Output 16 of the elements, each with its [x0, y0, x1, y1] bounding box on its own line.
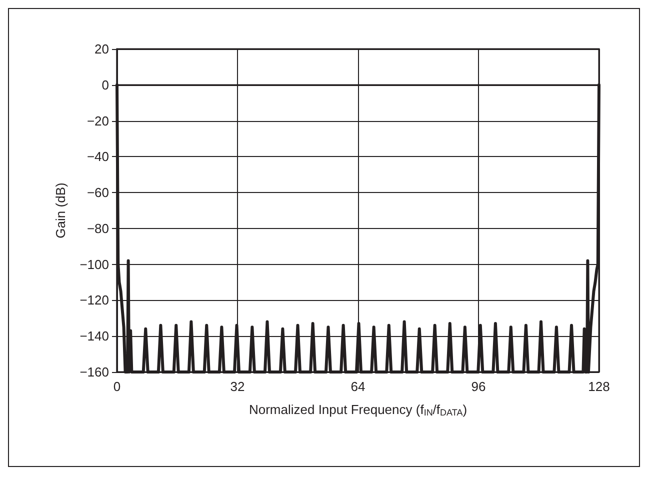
y-tick-label: −140	[80, 328, 109, 344]
x-tick-label: 0	[113, 379, 121, 394]
y-tick-label: −160	[80, 364, 109, 380]
y-tick-label: −120	[80, 292, 109, 308]
x-tick-label: 32	[230, 379, 245, 394]
y-tick-label: 0	[102, 77, 109, 92]
y-tick-label: −100	[80, 256, 109, 272]
x-tick-label: 96	[471, 379, 486, 394]
y-tick-label: −20	[86, 113, 109, 128]
x-tick-label: 128	[588, 379, 610, 394]
x-tick-label: 64	[350, 379, 366, 394]
y-tick-label: 20	[94, 42, 109, 56]
y-tick-label: −40	[86, 149, 109, 164]
y-axis-title: Gain (dB)	[53, 182, 68, 238]
y-tick-label: −60	[86, 185, 109, 200]
y-tick-label: −80	[86, 220, 109, 236]
